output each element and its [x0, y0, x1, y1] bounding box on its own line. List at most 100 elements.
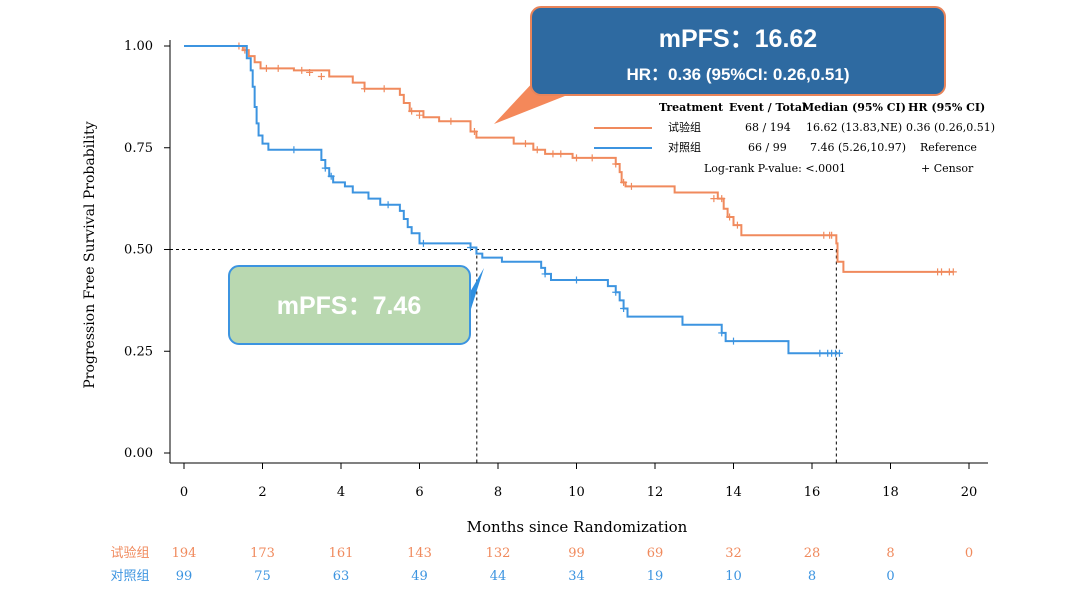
censor-mark	[549, 150, 557, 158]
x-tick-label: 16	[804, 485, 821, 500]
censor-mark	[298, 66, 306, 74]
callout-control: mPFS：7.46	[228, 265, 484, 345]
censor-mark	[816, 349, 824, 357]
legend-header-events: Event / Total	[729, 101, 806, 114]
censor-mark	[533, 146, 541, 154]
censor-mark	[321, 164, 329, 172]
censor-mark	[718, 195, 726, 203]
censor-mark	[521, 140, 529, 148]
y-tick-label: 0.00	[124, 446, 153, 461]
risk-count: 132	[486, 546, 511, 561]
risk-count: 8	[886, 546, 894, 561]
censor-mark	[419, 239, 427, 247]
censor-mark	[470, 127, 478, 135]
risk-count: 75	[254, 569, 271, 584]
risk-count: 0	[965, 546, 973, 561]
x-tick-label: 18	[882, 485, 899, 500]
censor-mark	[726, 213, 734, 221]
risk-count: 0	[886, 569, 894, 584]
x-axis-label: Months since Randomization	[467, 518, 688, 536]
censor-mark	[557, 150, 565, 158]
axis-ticks: 0 2 4 6 8 10 12 14 16 18 20 0.00 0.25 0.50 0.75 1.00	[124, 39, 977, 500]
censor-mark	[447, 117, 455, 125]
censor-mark	[828, 231, 836, 239]
risk-count: 32	[725, 546, 742, 561]
x-tick-label: 0	[180, 485, 188, 500]
risk-group-name: 对照组	[110, 569, 149, 584]
censor-mark	[627, 182, 635, 190]
callout-experimental: mPFS：16.62 HR：0.36 (95%CI: 0.26,0.51)	[494, 6, 946, 124]
censor-mark	[262, 64, 270, 72]
risk-count: 49	[411, 569, 428, 584]
censor-mark	[467, 243, 475, 251]
survival-curves	[184, 42, 957, 357]
risk-count: 69	[647, 546, 664, 561]
x-tick-label: 8	[494, 485, 502, 500]
callout-experimental-box	[530, 6, 946, 96]
y-tick-label: 1.00	[124, 39, 153, 54]
legend-header-hr: HR (95% CI)	[908, 101, 985, 114]
censor-mark	[718, 329, 726, 337]
censor-mark	[416, 111, 423, 119]
censor-mark	[327, 172, 335, 180]
legend-row-experimental-name: 试验组	[668, 120, 701, 134]
risk-count: 19	[647, 569, 664, 584]
risk-count: 28	[804, 546, 821, 561]
legend-row-control-name: 对照组	[668, 140, 701, 154]
number-at-risk-table: 试验组 194 173 161 143 132 99 69 32 28 8 0 对照组 99 75 63 49 4…	[110, 545, 973, 584]
callout-experimental-subtitle: HR：0.36 (95%CI: 0.26,0.51)	[627, 65, 850, 84]
risk-count: 8	[808, 569, 816, 584]
legend-row-experimental-events: 68 / 194	[745, 121, 791, 134]
censor-mark	[612, 288, 620, 296]
risk-count: 99	[568, 546, 585, 561]
censor-mark	[573, 276, 580, 284]
risk-count: 173	[250, 546, 275, 561]
legend-row-control-hr: Reference	[920, 141, 977, 154]
censor-mark	[361, 85, 369, 93]
risk-group-name: 试验组	[110, 545, 149, 561]
censor-mark	[820, 231, 828, 239]
risk-count: 34	[568, 569, 585, 584]
x-tick-label: 12	[647, 485, 664, 500]
y-tick-label: 0.50	[124, 243, 153, 258]
callout-control-title: mPFS：7.46	[277, 292, 422, 320]
legend-row-control-events: 66 / 99	[748, 141, 787, 154]
risk-count: 63	[333, 569, 350, 584]
legend-row-control-median: 7.46 (5.26,10.97)	[810, 141, 906, 154]
risk-count: 10	[725, 569, 742, 584]
censor-mark	[730, 337, 737, 345]
y-tick-label: 0.75	[124, 141, 153, 156]
censor-mark	[938, 268, 946, 276]
censor-mark	[317, 73, 325, 81]
callout-control-pointer	[470, 268, 484, 312]
censor-mark	[710, 195, 718, 203]
risk-count: 161	[329, 546, 354, 561]
legend: Treatment Event / Total Median (95% CI) …	[594, 101, 995, 175]
censor-mark	[588, 154, 596, 162]
censor-legend: + Censor	[921, 162, 974, 175]
censor-mark	[408, 107, 416, 115]
logrank-pvalue: Log-rank P-value: <.0001	[704, 162, 846, 175]
censor-mark	[573, 154, 580, 162]
legend-row-experimental-median: 16.62 (13.83,NE)	[806, 121, 902, 134]
censor-mark	[380, 85, 388, 93]
censor-mark	[949, 268, 957, 276]
censor-mark	[733, 221, 741, 229]
censor-mark	[835, 349, 843, 357]
risk-count: 99	[176, 569, 193, 584]
curve-control	[184, 45, 840, 355]
legend-header-treatment: Treatment	[659, 101, 724, 114]
y-axis-label: Progression Free Survival Probability	[82, 121, 98, 388]
x-tick-label: 6	[415, 485, 423, 500]
censor-mark	[384, 201, 392, 209]
x-tick-label: 20	[961, 485, 978, 500]
x-tick-label: 14	[725, 485, 742, 500]
censor-mark	[541, 270, 549, 278]
x-tick-label: 2	[258, 485, 266, 500]
censor-mark	[620, 305, 628, 313]
censor-mark	[290, 146, 298, 154]
risk-count: 143	[407, 546, 432, 561]
legend-row-experimental-hr: 0.36 (0.26,0.51)	[906, 121, 995, 134]
callout-experimental-title: mPFS：16.62	[659, 25, 817, 53]
